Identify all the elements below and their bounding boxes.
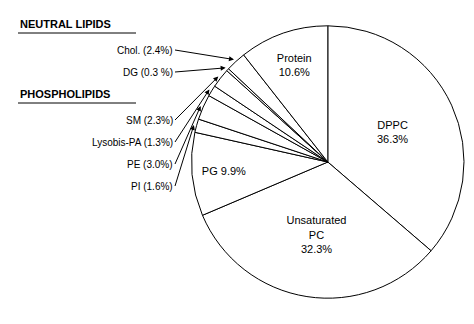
svg-text:Chol. (2.4%): Chol. (2.4%) [117,45,173,56]
svg-text:Lysobis-PA (1.3%): Lysobis-PA (1.3%) [92,137,173,148]
svg-text:DPPC36.3%: DPPC36.3% [377,119,408,145]
svg-text:Protein10.6%: Protein10.6% [277,52,312,78]
svg-text:NEUTRAL LIPIDS: NEUTRAL LIPIDS [20,18,111,30]
svg-text:PI (1.6%): PI (1.6%) [131,181,173,192]
svg-text:PE (3.0%): PE (3.0%) [127,159,173,170]
svg-text:DG (0.3 %): DG (0.3 %) [123,67,173,78]
svg-text:PHOSPHOLIPIDS: PHOSPHOLIPIDS [20,88,110,100]
svg-text:PG 9.9%: PG 9.9% [202,165,246,177]
svg-text:UnsaturatedPC32.3%: UnsaturatedPC32.3% [287,214,347,255]
svg-text:SM (2.3%): SM (2.3%) [126,115,173,126]
